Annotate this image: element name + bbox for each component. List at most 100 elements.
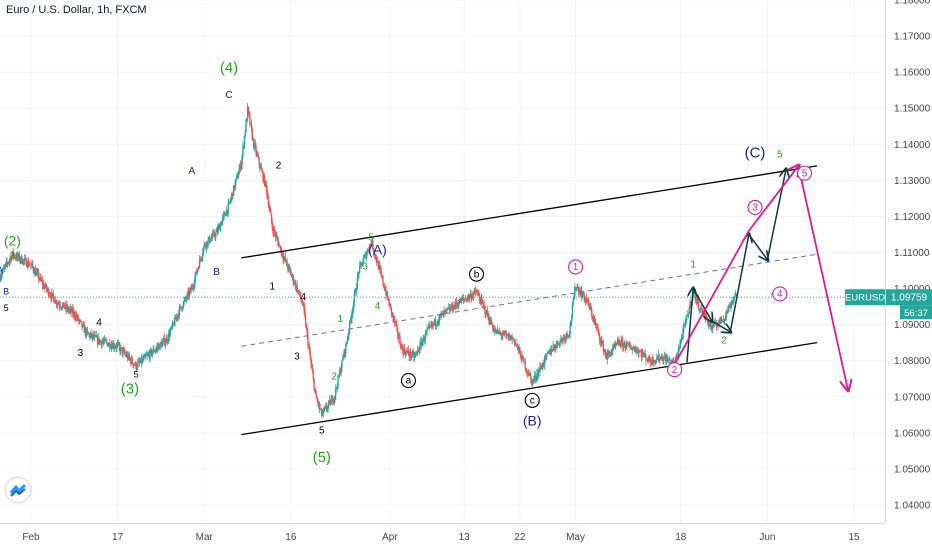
candle-body [645,355,647,361]
candle-body [388,299,390,306]
candle-body [700,307,702,310]
candle-body [33,271,35,274]
resistance-trendline [241,165,818,259]
candle-body [564,337,566,341]
candle-body [468,295,471,299]
candle-body [459,299,461,304]
overlay-lines [0,165,885,436]
candle-body [233,185,236,189]
wave-label: (A) [368,241,387,257]
candle-body [439,314,441,316]
candle-body [451,304,454,311]
candle-body [123,349,126,354]
candle-body [651,357,653,364]
candle-body [371,240,373,245]
candle-body [403,348,405,354]
candle-body [548,349,550,354]
candle-body [577,286,579,288]
price-tick-label: 1.11000 [894,248,930,259]
symbol-badge [845,289,885,306]
candle-body [277,237,279,242]
candle-body [15,257,17,259]
candle-body [128,354,130,358]
candle-body [10,255,13,261]
candles [0,103,737,419]
candle-body [460,298,462,304]
candle-body [472,293,475,297]
candle-body [204,243,206,246]
candle-body [510,335,513,340]
candle-body [437,322,439,325]
candle-body [374,254,376,256]
candle-body [246,106,249,120]
candle-body [513,339,516,344]
candle-body [288,265,291,269]
candle-body [18,254,21,261]
candle-body [669,359,671,365]
candle-body [611,346,614,352]
candle-body [264,181,267,186]
candle-body [309,351,311,359]
candle-body [727,311,729,313]
candle-body [516,344,518,346]
candle-body [629,345,632,349]
candle-body [659,359,661,361]
candle-body [72,311,75,314]
candle-body [290,271,292,276]
candle-body [675,356,677,362]
candle-body [273,229,275,234]
candle-body [208,237,210,240]
candle-body [212,233,214,238]
candle-body [206,241,209,246]
candle-body [520,358,523,361]
candle-body [338,370,341,376]
candle-body [393,317,396,323]
candle-body [501,335,503,337]
candle-body [597,328,599,330]
candle-body [632,347,635,349]
candle-body [492,329,495,332]
price-tick-label: 1.12000 [894,212,931,223]
candle-body [84,328,86,333]
candle-body [734,295,736,297]
candle-body [130,358,133,364]
candle-body [17,254,19,258]
candle-body [326,408,328,410]
candle-body [721,319,723,322]
candle-body [509,335,512,341]
candle-body [349,319,352,321]
candle-body [220,224,222,226]
candle-body [198,267,200,269]
candle-body [7,263,9,264]
candle-body [642,351,644,356]
candle-body [372,240,374,250]
candle-body [273,229,276,234]
tradingview-logo-icon[interactable] [6,478,30,502]
wave-circle-label: 2 [672,365,678,376]
candle-body [355,289,357,292]
candle-body [308,346,311,352]
candle-body [168,333,171,337]
candle-body [430,325,432,327]
candle-body [96,335,98,338]
candle-body [321,413,324,416]
candle-body [132,363,134,366]
candle-body [398,336,400,338]
price-tick-label: 1.07000 [894,392,931,403]
candle-body [185,298,188,300]
candle-body [234,182,236,189]
candle-body [210,238,212,242]
candle-body [99,340,102,342]
candle-body [512,338,515,340]
candle-body [697,299,700,309]
candle-body [202,247,205,254]
candle-body [253,143,256,148]
candle-body [728,305,730,312]
candle-body [656,357,658,361]
candle-body [649,361,652,363]
candle-body [125,354,127,357]
candle-body [414,354,417,357]
candle-body [143,356,145,360]
